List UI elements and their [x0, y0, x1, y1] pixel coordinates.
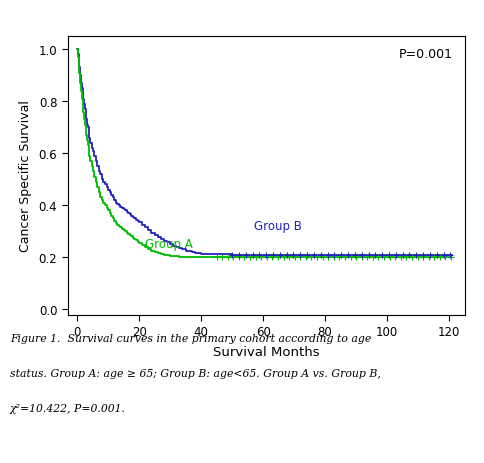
Y-axis label: Cancer Specific Survival: Cancer Specific Survival [19, 100, 32, 252]
Text: Figure 1.  Survival curves in the primary cohort according to age: Figure 1. Survival curves in the primary… [10, 333, 371, 344]
X-axis label: Survival Months: Survival Months [213, 345, 319, 358]
Text: Group A: Group A [145, 238, 193, 250]
Text: P=0.001: P=0.001 [399, 48, 453, 61]
Text: Group B: Group B [254, 219, 302, 232]
Text: χ²=10.422, P=0.001.: χ²=10.422, P=0.001. [10, 403, 126, 413]
Text: status. Group A: age ≥ 65; Group B: age<65. Group A vs. Group B,: status. Group A: age ≥ 65; Group B: age<… [10, 368, 380, 378]
